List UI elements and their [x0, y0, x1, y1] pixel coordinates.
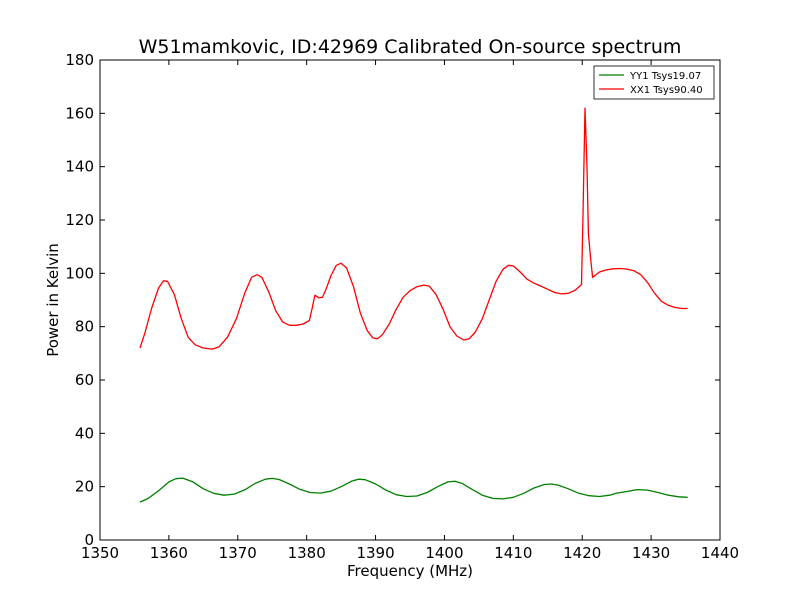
legend-label-0: YY1 Tsys19.07	[629, 71, 701, 82]
legend-label-1: XX1 Tsys90.40	[630, 85, 703, 96]
y-tick-label: 140	[65, 158, 94, 176]
legend-box	[593, 65, 715, 100]
y-tick-label: 100	[65, 264, 94, 282]
y-axis-label: Power in Kelvin	[44, 243, 62, 357]
y-tick-label: 180	[65, 51, 94, 69]
plot-area	[139, 107, 688, 503]
y-tick-label: 80	[75, 318, 94, 336]
y-tick-label: 40	[75, 424, 94, 442]
series-line-1	[139, 107, 688, 350]
x-tick-label: 1410	[494, 544, 532, 562]
x-tick-label: 1370	[219, 544, 257, 562]
chart-title: W51mamkovic, ID:42969 Calibrated On-sour…	[139, 36, 682, 58]
y-tick-label: 20	[75, 478, 94, 496]
x-tick-label: 1400	[425, 544, 463, 562]
y-axis: 0 20 40 60 80 100 120 140 160 180	[65, 51, 720, 549]
x-tick-label: 1360	[150, 544, 188, 562]
legend: YY1 Tsys19.07 XX1 Tsys90.40	[593, 65, 715, 100]
plot-frame	[99, 59, 721, 541]
x-axis: 1350 1360 1370 1380 1390 1400 1410 1420 1430 1440	[81, 60, 739, 562]
x-tick-label: 1440	[701, 544, 739, 562]
y-tick-label: 120	[65, 211, 94, 229]
series-line-0	[139, 477, 688, 503]
y-tick-label: 0	[84, 531, 94, 549]
x-tick-label: 1420	[563, 544, 601, 562]
x-tick-label: 1380	[288, 544, 326, 562]
y-tick-label: 160	[65, 104, 94, 122]
x-tick-label: 1390	[356, 544, 394, 562]
y-tick-label: 60	[75, 371, 94, 389]
x-tick-label: 1430	[632, 544, 670, 562]
x-tick-label: 1350	[81, 544, 119, 562]
x-axis-label: Frequency (MHz)	[347, 562, 473, 580]
